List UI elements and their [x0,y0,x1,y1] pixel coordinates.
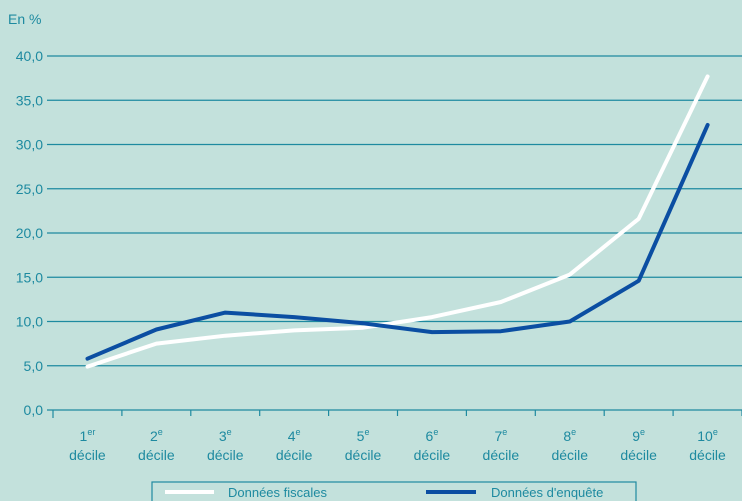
y-tick-label: 5,0 [24,358,44,374]
x-category-label: 8e [563,427,576,444]
x-category-label: 10e [697,427,718,444]
x-category-label: 1er [80,427,96,444]
x-category-sublabel: décile [69,447,106,463]
x-category-label: 6e [426,427,439,444]
x-category-label: 2e [150,427,163,444]
x-axis: 1er décile 2e décile 3e décile 4e décile 5e décil… [52,410,742,463]
x-category-label: 5e [357,427,370,444]
x-category-sublabel: décile [483,447,520,463]
y-tick-label: 15,0 [16,269,43,285]
x-category-sublabel: décile [276,447,313,463]
y-tick-label: 40,0 [16,48,43,64]
y-tick-label: 10,0 [16,314,43,330]
x-category-label: 7e [494,427,507,444]
legend-label: Données fiscales [228,485,327,500]
series-lines [85,74,710,369]
y-tick-label: 35,0 [16,92,43,108]
x-category-sublabel: décile [551,447,588,463]
x-category-sublabel: décile [345,447,382,463]
x-category-sublabel: décile [207,447,244,463]
x-category-label: 3e [219,427,232,444]
x-category-sublabel: décile [689,447,726,463]
y-tick-label: 30,0 [16,137,43,153]
legend-box [151,481,637,501]
y-axis-ticks: 0,0 5,0 10,0 15,0 20,0 25,0 30,0 35,0 40,0 [16,48,43,418]
y-unit-label: En % [8,11,41,27]
x-category-sublabel: décile [620,447,657,463]
y-tick-label: 20,0 [16,225,43,241]
series-line-1 [85,74,710,369]
x-category-label: 9e [632,427,645,444]
x-category-label: 4e [288,427,301,444]
series-line-2 [85,123,710,361]
y-tick-label: 25,0 [16,181,43,197]
x-category-sublabel: décile [138,447,175,463]
y-tick-label: 0,0 [24,402,44,418]
legend: Données fiscales Données d'enquête [151,481,637,501]
legend-label: Données d'enquête [491,485,603,500]
x-category-sublabel: décile [414,447,451,463]
grid-lines [47,55,742,411]
